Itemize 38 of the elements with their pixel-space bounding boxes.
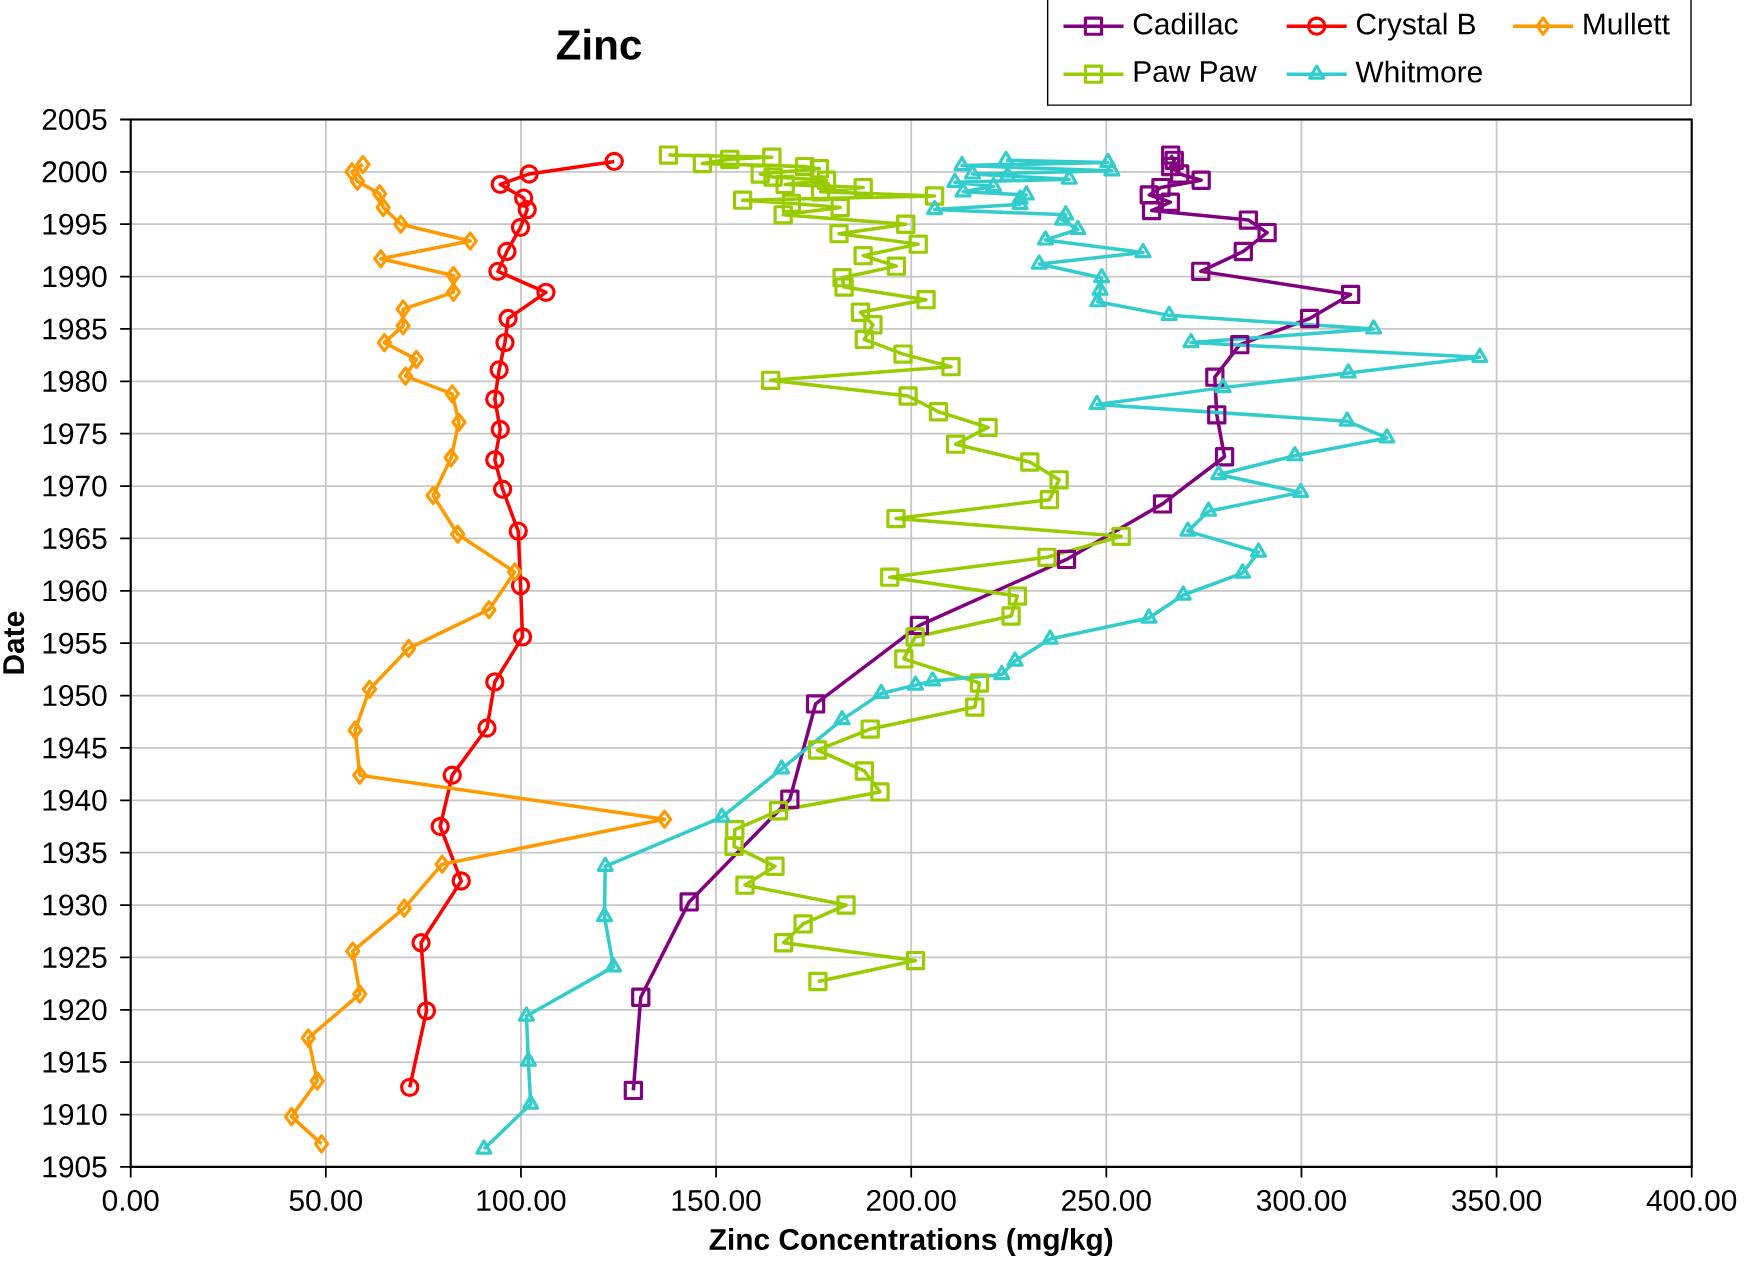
y-tick-label: 1945	[43, 737, 107, 759]
legend-label: Cadillac	[1133, 12, 1238, 35]
y-tick-label: 1920	[43, 999, 107, 1021]
y-tick-label: 1970	[43, 475, 107, 497]
y-tick-label: 1910	[43, 1103, 107, 1126]
x-tick-label: 400.00	[1646, 1189, 1737, 1211]
y-tick-label: 1960	[43, 580, 107, 602]
legend-label: Mullett	[1584, 12, 1670, 35]
y-tick-label: 1935	[43, 842, 107, 864]
y-tick-label: 1975	[43, 423, 107, 445]
y-tick-label: 1995	[43, 213, 107, 235]
y-tick-label: 2000	[42, 161, 107, 183]
y-axis-title: Date	[3, 611, 25, 674]
x-tick-label: 100.00	[477, 1189, 566, 1211]
x-tick-label: 250.00	[1062, 1189, 1151, 1211]
legend-label: Paw Paw	[1134, 61, 1257, 83]
y-tick-label: 1955	[43, 632, 107, 654]
chart-title: Zinc	[556, 28, 642, 60]
y-tick-label: 1940	[43, 789, 107, 811]
x-tick-label: 150.00	[672, 1189, 761, 1211]
y-tick-label: 1990	[43, 266, 107, 288]
y-tick-label: 1925	[43, 946, 107, 968]
y-tick-label: 1950	[43, 685, 107, 707]
legend-label: Crystal B	[1356, 12, 1476, 41]
x-tick-label: 200.00	[867, 1189, 956, 1211]
y-tick-label: 1915	[43, 1051, 107, 1073]
y-tick-label: 2005	[42, 108, 107, 131]
x-axis-title: Zinc Concentrations (mg/kg)	[709, 1228, 1113, 1257]
y-tick-label: 1965	[43, 527, 107, 550]
y-tick-label: 1905	[43, 1156, 107, 1178]
x-tick-label: 300.00	[1256, 1189, 1346, 1211]
x-tick-label: 0.00	[102, 1189, 159, 1211]
legend-label: Whitmore	[1355, 60, 1482, 83]
x-tick-label: 50.00	[289, 1189, 363, 1211]
y-tick-label: 1985	[43, 318, 107, 340]
y-tick-label: 1930	[43, 894, 107, 916]
x-tick-label: 350.00	[1452, 1189, 1542, 1211]
y-tick-label: 1980	[43, 370, 107, 392]
